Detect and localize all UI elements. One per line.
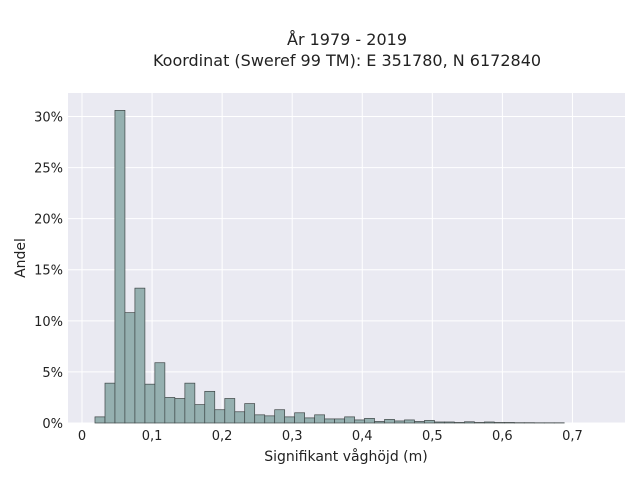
- histogram-bar-24: [334, 418, 345, 424]
- histogram-bar-5: [144, 383, 156, 424]
- histogram-bar-22: [314, 414, 325, 424]
- y-tick-label-3: 15%: [34, 264, 63, 279]
- y-tick-label-4: 20%: [34, 213, 63, 228]
- chart-subtitle: Koordinat (Sweref 99 TM): E 351780, N 61…: [153, 51, 541, 70]
- histogram-bar-14: [234, 411, 246, 424]
- histogram-bar-36: [454, 422, 465, 424]
- y-tick-label-5: 25%: [34, 162, 63, 177]
- x-tick-label-4: 0,4: [352, 429, 373, 444]
- y-tick-label-0: 0%: [42, 417, 63, 432]
- histogram-bar-6: [154, 362, 166, 424]
- y-axis-ticks: 0% 5% 10% 15% 20% 25% 30%: [34, 110, 63, 432]
- histogram-bar-29: [384, 419, 395, 424]
- histogram-bar-1: [104, 382, 116, 424]
- y-tick-label-6: 30%: [34, 110, 63, 125]
- x-tick-label-1: 0,1: [142, 429, 163, 444]
- histogram-bar-38: [474, 422, 485, 424]
- histogram-bar-2: [114, 110, 126, 424]
- histogram-bar-30: [394, 420, 405, 424]
- y-axis-label: Andel: [13, 238, 29, 278]
- x-tick-label-3: 0,3: [282, 429, 303, 444]
- histogram-bar-23: [324, 418, 335, 424]
- histogram-bar-31: [404, 419, 415, 424]
- histogram-bar-40: [493, 422, 505, 424]
- histogram-bar-32: [414, 421, 425, 424]
- histogram-bar-12: [214, 409, 226, 424]
- chart-title: År 1979 - 2019: [287, 30, 407, 49]
- histogram-bar-20: [294, 412, 305, 424]
- histogram-bar-27: [364, 418, 375, 424]
- histogram-bar-15: [244, 403, 256, 424]
- y-tick-label-1: 5%: [42, 366, 63, 381]
- x-axis-label: Signifikant våghöjd (m): [264, 448, 427, 465]
- grid-lines: [68, 93, 625, 424]
- x-axis-ticks: 0 0,1 0,2 0,3 0,4 0,5 0,6 0,7: [78, 429, 583, 444]
- histogram-bar-10: [194, 404, 206, 424]
- histogram-bar-7: [164, 397, 176, 424]
- histogram-bar-11: [204, 390, 216, 424]
- histogram-bar-16: [254, 414, 266, 424]
- y-tick-label-2: 10%: [34, 315, 63, 330]
- x-tick-label-2: 0,2: [212, 429, 233, 444]
- histogram-bar-19: [284, 416, 295, 424]
- plot-area: [68, 93, 625, 423]
- histogram-bar-17: [264, 415, 276, 424]
- histogram-bar-9: [184, 382, 196, 424]
- histogram-bar-41: [504, 422, 515, 424]
- histogram-bar-26: [354, 419, 365, 424]
- histogram-bar-13: [224, 398, 236, 424]
- histogram-bar-18: [274, 409, 286, 424]
- histogram-bar-25: [344, 416, 355, 424]
- histogram-bar-35: [444, 421, 455, 424]
- histogram-bar-0: [94, 416, 106, 424]
- histogram-bar-21: [304, 417, 316, 424]
- histogram-bar-4: [134, 287, 146, 424]
- bars: [94, 110, 565, 424]
- histogram-bar-8: [174, 398, 186, 424]
- histogram-bar-33: [424, 420, 435, 424]
- histogram-bar-34: [434, 421, 445, 424]
- histogram-bar-39: [483, 421, 495, 424]
- histogram-bar-37: [464, 421, 475, 424]
- x-tick-label-6: 0,6: [492, 429, 513, 444]
- x-tick-label-7: 0,7: [562, 429, 583, 444]
- x-tick-label-0: 0: [78, 429, 86, 444]
- x-tick-label-5: 0,5: [422, 429, 443, 444]
- histogram-bar-28: [374, 421, 385, 424]
- histogram-bar-3: [124, 312, 136, 424]
